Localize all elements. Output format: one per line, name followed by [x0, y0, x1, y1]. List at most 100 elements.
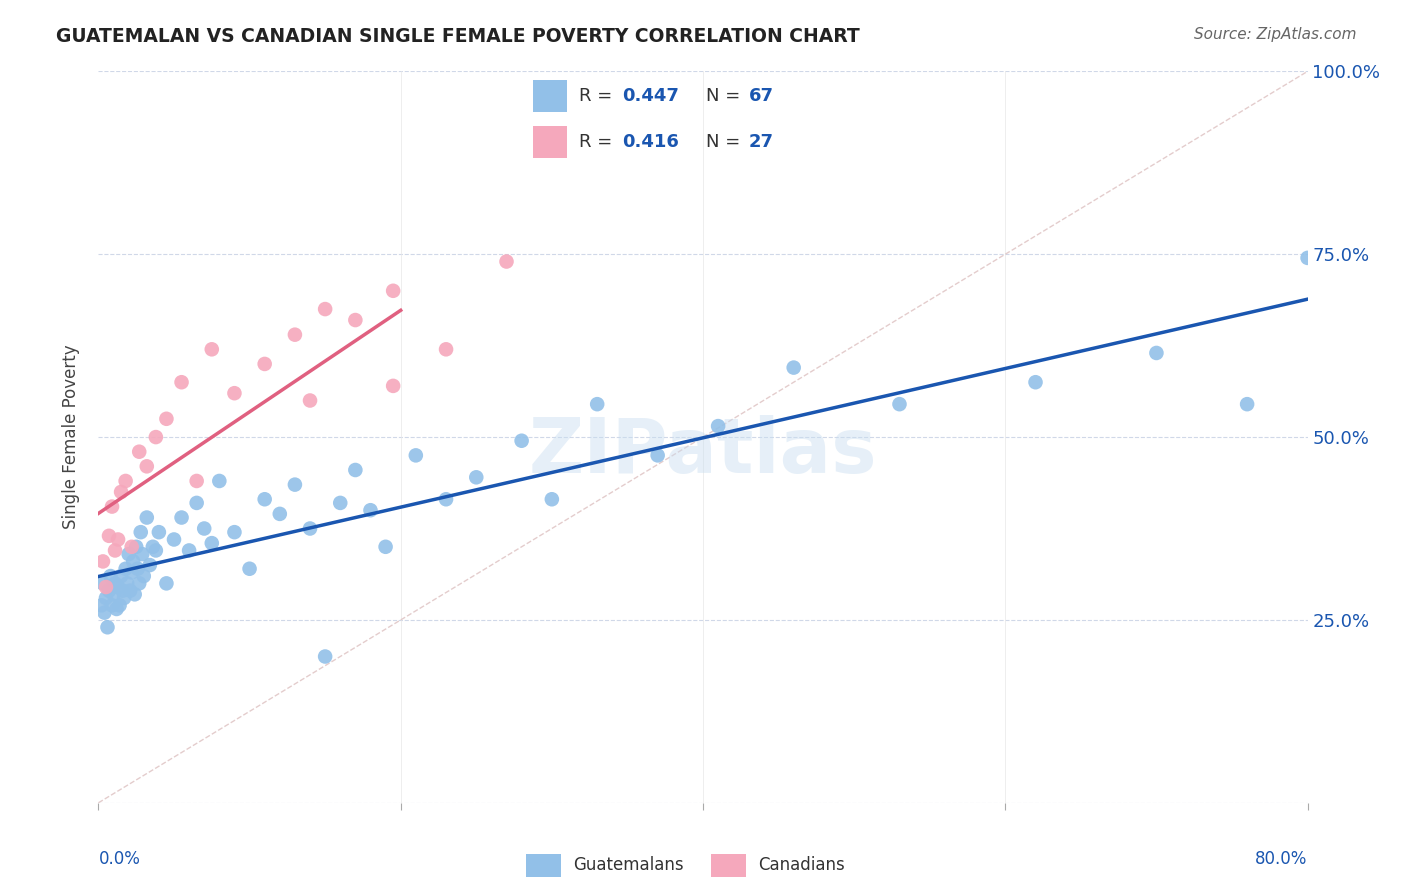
Point — [269, 507, 291, 521]
Point — [131, 547, 153, 561]
Point — [124, 587, 146, 601]
Point — [360, 503, 382, 517]
Text: 0.447: 0.447 — [623, 87, 679, 104]
Y-axis label: Single Female Poverty: Single Female Poverty — [62, 345, 80, 529]
Point — [201, 343, 224, 357]
Point — [314, 649, 336, 664]
Point — [93, 606, 115, 620]
FancyBboxPatch shape — [711, 855, 747, 877]
Point — [170, 510, 193, 524]
Text: 0.0%: 0.0% — [98, 850, 141, 868]
Point — [382, 284, 405, 298]
Point — [647, 448, 669, 462]
Point — [145, 430, 167, 444]
Point — [382, 379, 405, 393]
Point — [129, 525, 152, 540]
Point — [540, 492, 562, 507]
Point — [105, 602, 128, 616]
Point — [434, 492, 457, 507]
FancyBboxPatch shape — [533, 126, 567, 158]
Point — [434, 343, 457, 357]
Point — [889, 397, 911, 411]
Point — [344, 463, 367, 477]
Point — [186, 474, 208, 488]
Point — [179, 543, 201, 558]
Point — [101, 500, 124, 514]
Text: ZIPatlas: ZIPatlas — [529, 415, 877, 489]
Point — [114, 562, 136, 576]
Point — [783, 360, 806, 375]
Point — [299, 521, 322, 535]
Point — [96, 620, 118, 634]
Point — [135, 510, 157, 524]
Point — [98, 583, 121, 598]
Point — [155, 576, 177, 591]
Point — [495, 254, 517, 268]
Point — [94, 591, 117, 605]
Point — [90, 599, 112, 613]
Point — [510, 434, 533, 448]
Point — [148, 525, 170, 540]
Point — [186, 496, 208, 510]
Point — [224, 386, 246, 401]
Text: Guatemalans: Guatemalans — [574, 856, 683, 874]
Point — [104, 543, 127, 558]
Point — [128, 576, 150, 591]
Point — [135, 459, 157, 474]
Point — [108, 599, 131, 613]
Point — [201, 536, 224, 550]
Point — [118, 547, 141, 561]
Point — [115, 576, 138, 591]
Point — [314, 301, 336, 317]
Point — [239, 562, 262, 576]
Point — [121, 540, 143, 554]
Text: 67: 67 — [749, 87, 775, 104]
Text: R =: R = — [579, 133, 612, 151]
FancyBboxPatch shape — [526, 855, 561, 877]
Point — [114, 474, 136, 488]
Point — [122, 554, 145, 568]
Point — [110, 569, 132, 583]
Point — [405, 448, 427, 462]
Text: 27: 27 — [749, 133, 775, 151]
Point — [344, 313, 367, 327]
Point — [103, 587, 125, 601]
Point — [208, 474, 231, 488]
Point — [110, 485, 132, 500]
Point — [125, 540, 148, 554]
Text: Canadians: Canadians — [758, 856, 845, 874]
Point — [586, 397, 609, 411]
Point — [155, 412, 177, 426]
Point — [253, 492, 276, 507]
Point — [121, 566, 143, 580]
Point — [142, 540, 165, 554]
Point — [163, 533, 186, 547]
Point — [107, 533, 129, 547]
Point — [284, 327, 307, 342]
Text: N =: N = — [706, 133, 740, 151]
Point — [1024, 375, 1046, 389]
Text: 0.416: 0.416 — [623, 133, 679, 151]
FancyBboxPatch shape — [533, 79, 567, 112]
Point — [224, 525, 246, 540]
Point — [1146, 346, 1168, 360]
Text: N =: N = — [706, 87, 740, 104]
Point — [104, 576, 127, 591]
Point — [1341, 635, 1364, 649]
Point — [253, 357, 276, 371]
Point — [128, 444, 150, 458]
Point — [329, 496, 352, 510]
Point — [101, 599, 124, 613]
Point — [1296, 251, 1319, 265]
Point — [120, 583, 142, 598]
Point — [107, 580, 129, 594]
Point — [94, 580, 117, 594]
Point — [100, 569, 122, 583]
Point — [127, 562, 149, 576]
Point — [132, 569, 155, 583]
Text: GUATEMALAN VS CANADIAN SINGLE FEMALE POVERTY CORRELATION CHART: GUATEMALAN VS CANADIAN SINGLE FEMALE POV… — [56, 27, 860, 45]
Point — [112, 591, 135, 605]
Point — [1236, 397, 1258, 411]
Point — [111, 583, 134, 598]
Text: Source: ZipAtlas.com: Source: ZipAtlas.com — [1194, 27, 1357, 42]
